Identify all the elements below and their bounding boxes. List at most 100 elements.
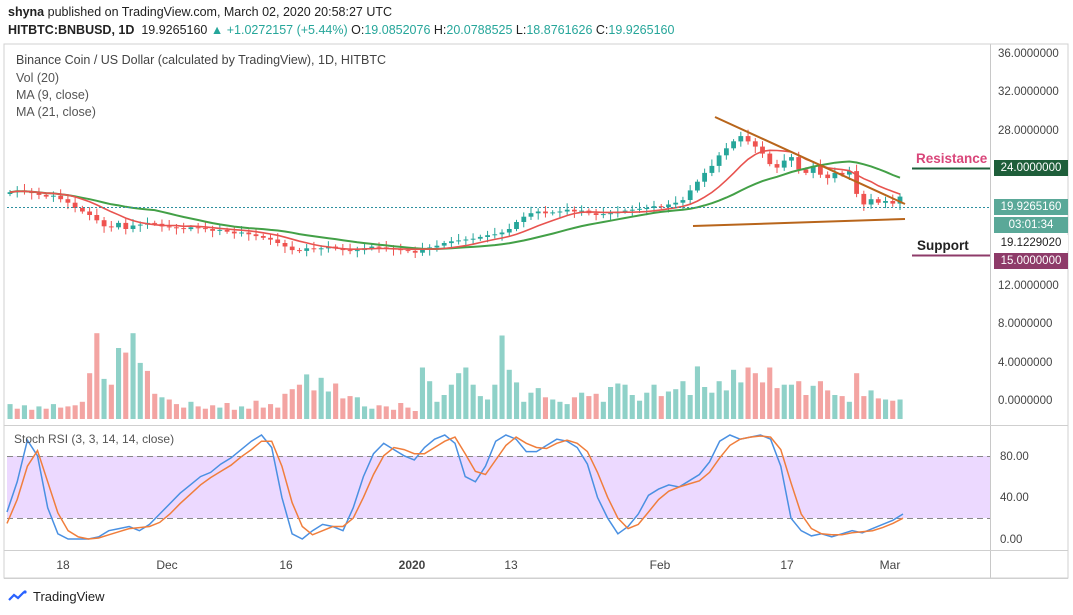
- candle-body: [731, 141, 736, 149]
- candle-body: [499, 232, 505, 235]
- volume-bar: [87, 373, 93, 419]
- candle-body: [166, 226, 172, 228]
- candle-body: [137, 224, 143, 226]
- volume-bar: [195, 406, 201, 419]
- candle-body: [825, 174, 831, 179]
- symbol-label: HITBTC:BNBUSD, 1D: [8, 23, 135, 37]
- candle-body: [724, 148, 729, 156]
- legend-stoch-rsi[interactable]: Stoch RSI (3, 3, 14, 14, close): [14, 432, 175, 446]
- volume-bar: [767, 367, 773, 419]
- volume-bar: [333, 383, 339, 419]
- candle-body: [521, 216, 527, 222]
- volume-bar: [260, 407, 266, 419]
- price-tick-label: 36.0000000: [998, 48, 1059, 60]
- volume-bar: [325, 391, 331, 419]
- volume-bar: [781, 384, 787, 419]
- candle-body: [564, 209, 570, 212]
- candle-body: [253, 234, 259, 237]
- brand-name: TradingView: [33, 589, 105, 604]
- legend-volume[interactable]: Vol (20): [16, 71, 60, 85]
- candle-body: [572, 209, 577, 212]
- volume-bar: [268, 404, 274, 419]
- author-name[interactable]: shyna: [8, 5, 45, 19]
- close-value: 19.9265160: [608, 23, 675, 37]
- volume-bar: [817, 381, 823, 419]
- volume-bar: [694, 366, 700, 419]
- volume-bar: [629, 395, 635, 419]
- volume-bar: [600, 401, 606, 419]
- candle-body: [535, 211, 541, 214]
- volume-bar: [470, 384, 476, 419]
- resistance-annotation: Resistance: [916, 151, 988, 166]
- candle-body: [644, 208, 650, 209]
- volume-bar: [485, 399, 491, 419]
- volume-bar: [159, 397, 165, 419]
- volume-bar: [318, 377, 324, 419]
- volume-bar: [456, 373, 462, 419]
- legend-ma9[interactable]: MA (9, close): [16, 88, 89, 102]
- candle-body: [832, 172, 838, 179]
- volume-bar: [347, 396, 353, 419]
- candle-body: [195, 227, 201, 229]
- candle-body: [861, 193, 867, 205]
- volume-bar: [788, 384, 794, 419]
- volume-bar: [875, 398, 881, 419]
- candle-body: [550, 212, 556, 214]
- volume-bar: [514, 382, 520, 419]
- legend-ma21[interactable]: MA (21, close): [16, 105, 96, 119]
- candle-body: [304, 248, 310, 251]
- candle-body: [7, 192, 13, 194]
- time-tick-label: Feb: [650, 558, 671, 572]
- volume-bar: [723, 390, 729, 419]
- time-tick-label: 16: [279, 558, 293, 572]
- candle-body: [485, 235, 490, 237]
- volume-bar: [687, 395, 693, 419]
- volume-bar: [839, 396, 845, 419]
- candle-body: [557, 211, 563, 213]
- volume-bar: [354, 397, 360, 419]
- tradingview-brand[interactable]: TradingView: [8, 589, 105, 604]
- volume-bar: [506, 369, 512, 419]
- candle-body: [116, 222, 121, 228]
- chart-title: Binance Coin / US Dollar (calculated by …: [16, 53, 387, 67]
- volume-bar: [760, 382, 766, 419]
- volume-bar: [665, 391, 671, 419]
- candle-body: [260, 236, 266, 238]
- volume-bar: [731, 369, 737, 419]
- volume-bar: [296, 384, 302, 419]
- volume-bar: [752, 373, 758, 419]
- volume-bar: [202, 408, 208, 419]
- volume-bar: [803, 395, 809, 419]
- volume-bar: [586, 396, 592, 419]
- volume-bar: [7, 404, 13, 419]
- volume-bar: [383, 406, 389, 419]
- volume-bar: [477, 396, 483, 419]
- volume-bar: [745, 367, 751, 419]
- candle-body: [666, 204, 671, 208]
- volume-bar: [774, 388, 780, 419]
- volume-bar: [137, 362, 143, 419]
- volume-bar: [405, 407, 411, 419]
- volume-bar: [709, 392, 715, 419]
- support-annotation: Support: [917, 238, 969, 253]
- rsi-tick-label: 0.00: [1000, 534, 1022, 546]
- candle-body: [36, 193, 42, 195]
- volume-bar: [166, 399, 172, 419]
- volume-bar: [253, 400, 259, 419]
- candle-body: [651, 206, 657, 208]
- volume-bar: [130, 333, 136, 419]
- ma-price-box: 19.1229020: [994, 235, 1068, 251]
- volume-bar: [304, 374, 310, 419]
- candle-body: [593, 213, 599, 215]
- volume-bar: [448, 384, 454, 419]
- candle-body: [174, 227, 179, 229]
- candle-body: [463, 239, 469, 241]
- volume-bar: [673, 389, 679, 419]
- candle-body: [152, 222, 158, 224]
- candle-body: [629, 209, 635, 211]
- rsi-tick-label: 80.00: [1000, 451, 1029, 463]
- volume-bar: [615, 383, 621, 419]
- candle-body: [470, 238, 476, 240]
- volume-bar: [108, 384, 114, 419]
